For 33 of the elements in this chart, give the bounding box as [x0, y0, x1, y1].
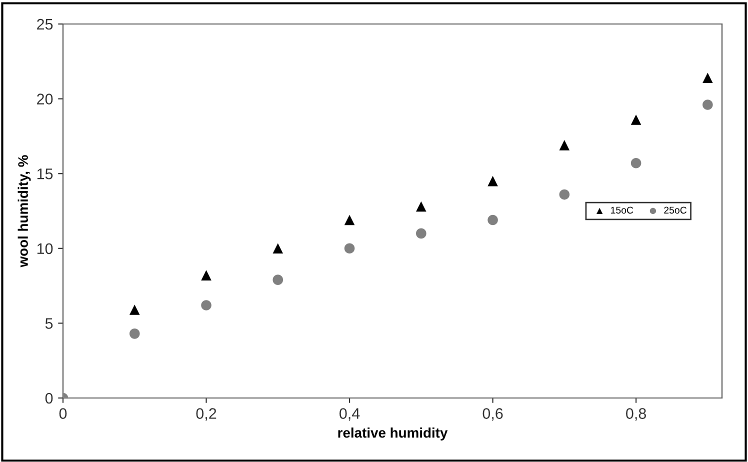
- x-tick-label: 0,8: [626, 408, 646, 421]
- point: [201, 300, 212, 310]
- y-tick-label: 25: [37, 18, 53, 30]
- legend-label: 25oC: [664, 206, 687, 214]
- point: [344, 243, 355, 254]
- y-tick-label: 10: [37, 243, 53, 254]
- y-tick-label: 5: [45, 318, 53, 329]
- point: [702, 100, 713, 110]
- point: [488, 214, 498, 226]
- point: [129, 304, 140, 315]
- point: [201, 270, 212, 280]
- point: [344, 214, 355, 226]
- point: [416, 201, 426, 212]
- x-axis-title: relative humidity: [338, 428, 448, 440]
- point: [559, 189, 570, 200]
- x-tick-label: 0,2: [196, 408, 216, 421]
- point: [702, 72, 713, 84]
- point: [488, 176, 498, 186]
- y-tick-label: 0: [45, 392, 53, 404]
- y-axis-title: wool humidity, %: [18, 155, 31, 268]
- x-tick-label: 0,4: [340, 408, 360, 421]
- point: [559, 140, 570, 150]
- point: [272, 243, 284, 254]
- x-tick-label: 0: [59, 408, 67, 419]
- point: [630, 114, 642, 125]
- point: [416, 228, 426, 239]
- y-tick-label: 15: [37, 168, 53, 180]
- x-tick-label: 0,6: [482, 408, 503, 421]
- point: [272, 274, 284, 285]
- y-tick-label: 20: [37, 94, 53, 104]
- legend-label: 15oC: [611, 206, 634, 214]
- point: [129, 328, 140, 339]
- point: [630, 158, 642, 168]
